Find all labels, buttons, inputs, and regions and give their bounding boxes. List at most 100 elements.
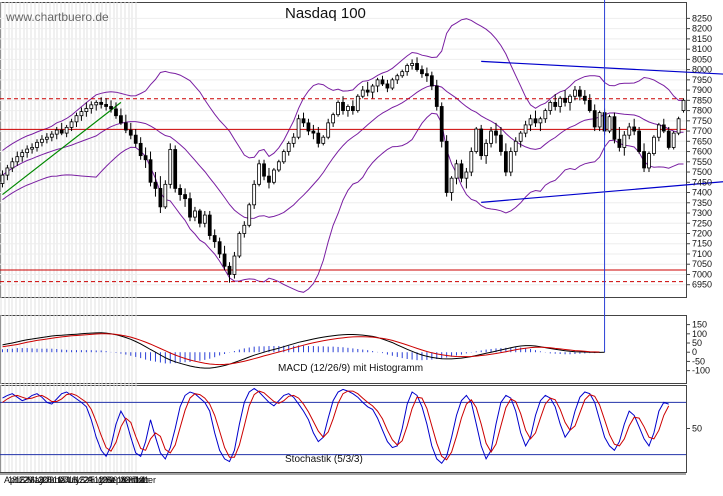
macd-y-tick-label: 150 bbox=[692, 320, 707, 330]
y-tick-label: 7250 bbox=[692, 218, 712, 228]
x-tick-label: 1 bbox=[68, 475, 73, 485]
candle-body bbox=[272, 169, 276, 183]
x-tick-label: 5 bbox=[90, 475, 95, 485]
candle-body bbox=[503, 151, 508, 173]
candle-body bbox=[587, 99, 592, 111]
candle-body bbox=[99, 101, 104, 105]
y-tick-label: 7750 bbox=[692, 116, 712, 126]
candle-body bbox=[647, 153, 651, 169]
y-tick-label: 7800 bbox=[692, 106, 712, 116]
candle-body bbox=[385, 83, 390, 89]
candle-body bbox=[291, 136, 296, 144]
candle-body bbox=[637, 130, 641, 152]
candle-body bbox=[69, 121, 74, 128]
candle-body bbox=[346, 106, 350, 111]
candle-body bbox=[538, 118, 543, 124]
panel-frame-0 bbox=[0, 2, 687, 298]
y-tick-label: 7150 bbox=[692, 239, 712, 249]
candle-body bbox=[89, 104, 94, 109]
x-tick-label: June bbox=[45, 475, 65, 485]
x-tick-label: 14 bbox=[135, 475, 145, 485]
candle-body bbox=[612, 116, 617, 140]
x-tick-label: 21 bbox=[139, 475, 149, 485]
candle-body bbox=[153, 181, 158, 189]
candle-body bbox=[469, 151, 474, 173]
x-tick-label: October bbox=[124, 475, 156, 485]
y-tick-label: 7500 bbox=[692, 167, 712, 177]
candle-body bbox=[15, 156, 20, 163]
x-tick-label: 8 bbox=[72, 475, 77, 485]
candle-body bbox=[212, 235, 217, 243]
candle-body bbox=[311, 130, 316, 134]
macd-y-tick-label: -50 bbox=[692, 356, 705, 366]
candle-body bbox=[671, 132, 676, 148]
candle-body bbox=[508, 151, 513, 173]
candle-body bbox=[301, 118, 306, 124]
candle-body bbox=[607, 116, 612, 132]
candle-body bbox=[449, 177, 454, 193]
candle-body bbox=[582, 95, 587, 101]
y-tick-label: 7200 bbox=[692, 228, 712, 238]
candle-body bbox=[375, 79, 380, 87]
y-tick-label: 7550 bbox=[692, 157, 712, 167]
candle-body bbox=[365, 89, 370, 93]
candle-body bbox=[439, 106, 444, 142]
candle-body bbox=[114, 108, 118, 117]
candle-body bbox=[35, 141, 39, 148]
candle-body bbox=[252, 183, 257, 206]
x-tick-label: 12 bbox=[94, 475, 104, 485]
candle-body bbox=[296, 118, 301, 138]
macd-y-tick-label: -100 bbox=[692, 366, 710, 376]
candle-body bbox=[64, 126, 69, 134]
candle-body bbox=[336, 101, 340, 116]
macd-y-tick-label: 50 bbox=[692, 338, 702, 348]
x-tick-label: 15 bbox=[75, 475, 85, 485]
candle-body bbox=[20, 152, 25, 158]
candle-body bbox=[237, 233, 242, 257]
candle-body bbox=[681, 99, 686, 111]
candle-body bbox=[415, 63, 419, 71]
x-tick-label: May bbox=[27, 475, 45, 485]
x-tick-label: 6 bbox=[30, 475, 35, 485]
x-tick-label: 29 bbox=[83, 475, 93, 485]
candle-body bbox=[592, 110, 597, 128]
x-tick-label: 13 bbox=[34, 475, 44, 485]
candle-body bbox=[395, 75, 400, 81]
y-tick-label: 7850 bbox=[692, 95, 712, 105]
candle-body bbox=[178, 188, 183, 195]
watermark: www.chartbuero.de bbox=[6, 10, 109, 24]
x-tick-label: 1 bbox=[8, 475, 13, 485]
x-tick-label: 30 bbox=[128, 475, 138, 485]
candle-body bbox=[138, 142, 143, 157]
candle-body bbox=[513, 140, 518, 152]
x-tick-label: July bbox=[64, 475, 81, 485]
candle-body bbox=[247, 204, 252, 226]
candle-body bbox=[197, 210, 202, 224]
candle-body bbox=[168, 149, 173, 185]
candle-body bbox=[276, 161, 281, 171]
x-tick-label: 3 bbox=[109, 475, 114, 485]
candle-body bbox=[94, 101, 99, 106]
candle-body bbox=[410, 63, 414, 66]
candle-body bbox=[676, 118, 681, 134]
candle-body bbox=[74, 115, 79, 123]
candle-body bbox=[331, 114, 336, 124]
candle-body bbox=[193, 210, 197, 218]
y-tick-label: 7700 bbox=[692, 126, 712, 136]
y-tick-label: 8100 bbox=[692, 44, 712, 54]
y-tick-label: 7950 bbox=[692, 75, 712, 85]
candle-body bbox=[518, 132, 523, 142]
candle-body bbox=[661, 124, 666, 132]
trendline bbox=[2, 101, 122, 196]
x-tick-label: 7 bbox=[132, 475, 137, 485]
candle-body bbox=[40, 138, 44, 143]
candle-body bbox=[242, 224, 247, 234]
candle-body bbox=[425, 73, 429, 77]
y-tick-label: 7900 bbox=[692, 85, 712, 95]
y-tick-label: 8200 bbox=[692, 24, 712, 34]
candle-body bbox=[434, 85, 439, 107]
stochastic-series-line bbox=[2, 390, 670, 461]
candle-body bbox=[578, 89, 582, 97]
y-tick-label: 7450 bbox=[692, 177, 712, 187]
